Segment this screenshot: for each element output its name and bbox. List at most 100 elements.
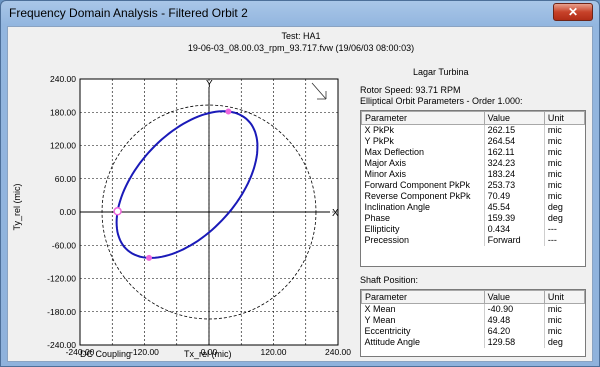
cell-unit: mic [543, 180, 585, 191]
orbit-params-table[interactable]: Parameter Value Unit X PkPk 262.15 mic Y PkPk… [360, 110, 586, 267]
x-tick-label: -120.00 [130, 347, 159, 357]
cell-value: 253.73 [483, 180, 545, 191]
cell-unit: mic [543, 191, 585, 202]
x-axis-title: Tx_rel (mic) [184, 349, 232, 359]
orbit-param-row[interactable]: Phase 159.39 deg [362, 213, 585, 224]
cell-value: 162.11 [483, 147, 545, 158]
plot-grid [79, 78, 339, 346]
shaft-param-row[interactable]: Attitude Angle 129.58 deg [362, 337, 585, 348]
cell-param: X PkPk [364, 125, 395, 135]
cell-unit: mic [543, 326, 585, 337]
orbit-marker-left [146, 254, 153, 261]
cell-param: Inclination Angle [364, 202, 431, 212]
cell-param: Phase [364, 213, 391, 223]
cell-param: Y Mean [364, 315, 396, 325]
cell-unit: --- [543, 224, 585, 235]
y-tick-label: -180.00 [47, 307, 76, 317]
cell-value: 0.434 [483, 224, 545, 235]
cell-param: Major Axis [364, 158, 407, 168]
orbit-param-row[interactable]: Major Axis 324.23 mic [362, 158, 585, 169]
cell-param: Ellipticity [364, 224, 400, 234]
cell-unit: mic [543, 158, 585, 169]
cell-unit: mic [543, 136, 585, 147]
y-tick-label: -60.00 [52, 240, 76, 250]
y-tick-label: 0.00 [59, 207, 76, 217]
cell-unit: deg [543, 202, 585, 213]
cell-param: Y PkPk [364, 136, 394, 146]
shaft-param-row[interactable]: Y Mean 49.48 mic [362, 315, 585, 326]
orbit-plot: 240.00 180.00 120.00 60.00 0.00 -60.00 -120.00… [12, 74, 351, 357]
x-axis-letter: X [332, 208, 339, 219]
cell-value: 159.39 [483, 213, 545, 224]
cell-value: 45.54 [483, 202, 545, 213]
orbit-params-heading: Elliptical Orbit Parameters - Order 1.00… [360, 96, 523, 106]
cell-value: 262.15 [483, 124, 545, 136]
col-header-parameter[interactable]: Parameter [361, 290, 485, 304]
client-area: Test: HA1 19-06-03_08.00.03_rpm_93.717.f… [7, 26, 593, 362]
y-axis-title: Ty_rel (mic) [12, 183, 22, 230]
col-header-parameter[interactable]: Parameter [361, 111, 485, 125]
y-tick-label: 180.00 [50, 107, 76, 117]
cell-param: Forward Component PkPk [364, 180, 471, 190]
orbit-param-row[interactable]: Max Deflection 162.11 mic [362, 147, 585, 158]
coupling-label: DC Coupling [80, 349, 132, 359]
col-header-value[interactable]: Value [483, 111, 545, 125]
close-button[interactable]: ✕ [553, 3, 593, 21]
cell-param: Attitude Angle [364, 337, 421, 347]
cell-unit: --- [543, 235, 585, 246]
orbit-param-row[interactable]: Forward Component PkPk 253.73 mic [362, 180, 585, 191]
cell-value: 183.24 [483, 169, 545, 180]
col-header-value[interactable]: Value [483, 290, 545, 304]
cell-value: 49.48 [483, 315, 545, 326]
y-tick-label: 240.00 [50, 74, 76, 84]
col-header-unit[interactable]: Unit [543, 290, 586, 304]
file-label: 19-06-03_08.00.03_rpm_93.717.fvw (19/06/… [187, 43, 415, 53]
cell-value: 324.23 [483, 158, 545, 169]
cell-param: X Mean [364, 304, 396, 314]
x-tick-label: -240.00 [66, 347, 95, 357]
cell-param: Max Deflection [364, 147, 425, 157]
cell-unit: mic [543, 147, 585, 158]
tick-labels: 240.00 180.00 120.00 60.00 0.00 -60.00 -120.00… [47, 74, 351, 357]
reference-circle [101, 104, 317, 320]
x-tick-label: 120.00 [261, 347, 287, 357]
shaft-position-heading: Shaft Position: [360, 275, 419, 285]
cell-unit: mic [543, 124, 585, 136]
orbit-param-row[interactable]: Precession Forward --- [362, 235, 585, 246]
orbit-marker-open [113, 207, 122, 216]
x-tick-label: 0.00 [201, 347, 218, 357]
machine-name: Lagar Turbina [413, 67, 469, 77]
orbit-param-row[interactable]: Inclination Angle 45.54 deg [362, 202, 585, 213]
cell-param: Minor Axis [364, 169, 407, 179]
orbit-marker-right [225, 108, 232, 115]
x-tick-label: 240.00 [325, 347, 351, 357]
shaft-position-table[interactable]: Parameter Value Unit X Mean -40.90 mic Y Mean… [360, 289, 586, 357]
y-tick-label: 120.00 [50, 141, 76, 151]
orbit-param-row[interactable]: Minor Axis 183.24 mic [362, 169, 585, 180]
cell-unit: deg [543, 337, 585, 348]
orbit-param-row[interactable]: Reverse Component PkPk 70.49 mic [362, 191, 585, 202]
cell-unit: mic [543, 169, 585, 180]
cell-value: 64.20 [483, 326, 545, 337]
cell-param: Eccentricity [364, 326, 411, 336]
y-tick-label: -240.00 [47, 340, 76, 350]
cell-param: Reverse Component PkPk [364, 191, 471, 201]
rotation-arrow-icon [311, 82, 327, 100]
rotor-speed: Rotor Speed: 93.71 RPM [360, 85, 461, 95]
orbit-param-row[interactable]: X PkPk 262.15 mic [362, 124, 585, 136]
orbit-param-row[interactable]: Ellipticity 0.434 --- [362, 224, 585, 235]
cell-unit: deg [543, 213, 585, 224]
cell-value: 264.54 [483, 136, 545, 147]
window-title: Frequency Domain Analysis - Filtered Orb… [9, 6, 248, 20]
title-bar[interactable]: Frequency Domain Analysis - Filtered Orb… [1, 1, 599, 25]
y-axis-letter: Y [206, 79, 213, 90]
cell-unit: mic [543, 315, 585, 326]
cell-unit: mic [543, 303, 585, 315]
cell-value: 70.49 [483, 191, 545, 202]
y-tick-label: -120.00 [47, 274, 76, 284]
col-header-unit[interactable]: Unit [543, 111, 586, 125]
shaft-param-row[interactable]: Eccentricity 64.20 mic [362, 326, 585, 337]
orbit-param-row[interactable]: Y PkPk 264.54 mic [362, 136, 585, 147]
shaft-param-row[interactable]: X Mean -40.90 mic [362, 303, 585, 315]
